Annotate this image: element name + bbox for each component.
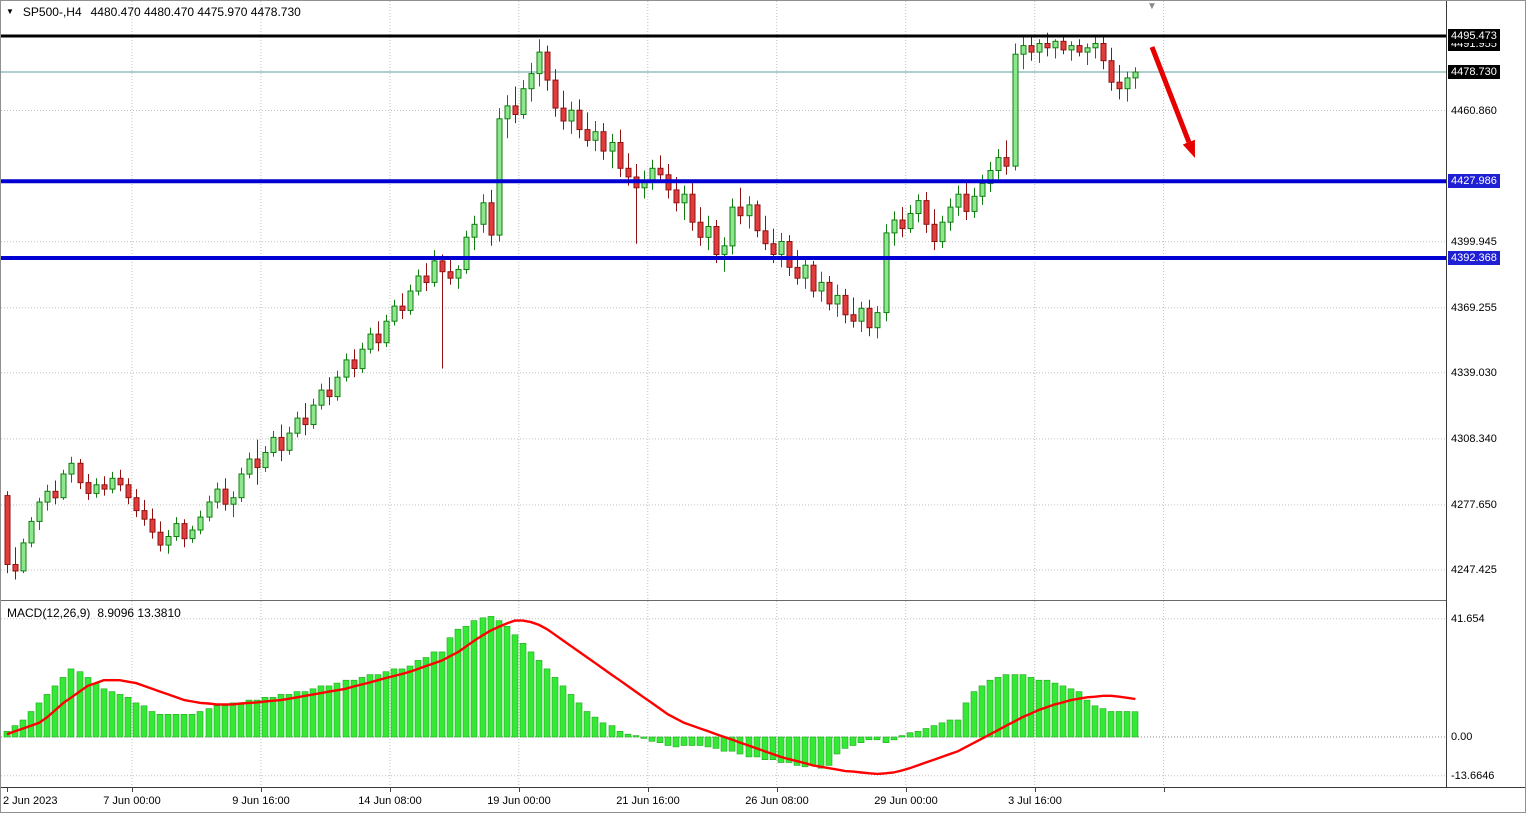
chart-dropdown-icon[interactable]: ▼ [6, 7, 14, 16]
price-label: 4339.030 [1451, 367, 1497, 379]
level-price-badge: 4392.368 [1448, 251, 1500, 265]
time-axis[interactable]: 2 Jun 2023 7 Jun 00:00 9 Jun 16:00 14 Jun 0… [1, 787, 1525, 812]
time-tick [648, 788, 649, 792]
time-tick [132, 788, 133, 792]
time-tick [519, 788, 520, 792]
price-label: 4247.425 [1451, 564, 1497, 576]
symbol-period-label: SP500-,H4 [22, 5, 82, 19]
price-label: 4369.255 [1451, 302, 1497, 314]
macd-name: MACD(12,26,9) [7, 606, 91, 620]
time-label: 7 Jun 00:00 [103, 795, 161, 807]
time-tick [1164, 788, 1165, 792]
time-label: 3 Jul 16:00 [1008, 795, 1062, 807]
time-label: 14 Jun 08:00 [358, 795, 422, 807]
time-label: 26 Jun 08:00 [745, 795, 809, 807]
time-label: 21 Jun 16:00 [616, 795, 680, 807]
macd-indicator-label: MACD(12,26,9) 8.9096 13.3810 [7, 606, 181, 620]
macd-histogram [3, 616, 1139, 769]
time-label: 29 Jun 00:00 [874, 795, 938, 807]
price-label: 4308.340 [1451, 433, 1497, 445]
price-badge: 4495.473 [1448, 29, 1500, 43]
macd-gridlines [1, 601, 1446, 787]
chart-canvas[interactable]: ▼ SP500-,H4 4480.470 4480.470 4475.970 4… [1, 1, 1446, 600]
main-gridlines [1, 1, 1446, 599]
price-axis[interactable]: 4460.860 4399.945 4369.255 4339.030 4308.340… [1446, 1, 1525, 787]
time-tick [261, 788, 262, 792]
macd-values: 8.9096 13.3810 [97, 606, 181, 620]
macd-axis-label: 0.00 [1451, 731, 1473, 743]
level-price-badge: 4427.986 [1448, 174, 1500, 188]
time-tick [1035, 788, 1036, 792]
time-tick [7, 788, 8, 792]
chart-header: ▼ SP500-,H4 4480.470 4480.470 4475.970 4… [6, 5, 301, 19]
time-label: 19 Jun 00:00 [487, 795, 551, 807]
macd-chart-svg [1, 601, 1446, 787]
macd-axis-label: -13.6646 [1451, 770, 1495, 782]
time-tick [906, 788, 907, 792]
macd-signal-line [6, 619, 1136, 776]
price-badge: 4478.730 [1448, 65, 1500, 79]
macd-axis-label: 41.654 [1451, 613, 1485, 625]
chart-shift-marker-icon[interactable]: ▼ [1147, 1, 1157, 12]
candlesticks [4, 32, 1139, 580]
macd-panel[interactable]: MACD(12,26,9) 8.9096 13.3810 [1, 600, 1446, 788]
time-label: 2 Jun 2023 [3, 795, 58, 807]
price-label: 4460.860 [1451, 105, 1497, 117]
time-tick [390, 788, 391, 792]
trend-arrow[interactable] [1149, 46, 1195, 158]
time-label: 9 Jun 16:00 [232, 795, 290, 807]
price-label: 4277.650 [1451, 499, 1497, 511]
ohlc-quote-label: 4480.470 4480.470 4475.970 4478.730 [90, 5, 301, 19]
time-tick [777, 788, 778, 792]
main-chart-svg [1, 1, 1446, 599]
price-label: 4399.945 [1451, 236, 1497, 248]
